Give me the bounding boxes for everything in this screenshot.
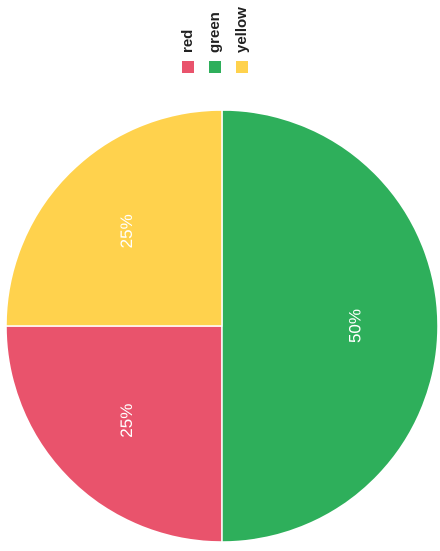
legend-label-yellow: yellow xyxy=(233,7,250,53)
slice-label-red: 25% xyxy=(117,404,136,438)
legend-swatch-red xyxy=(182,61,194,73)
legend-swatch-green xyxy=(209,61,221,73)
pie-slice-red xyxy=(5,325,223,543)
legend-label-red: red xyxy=(179,30,196,53)
slice-percent-labels: 25% 50% 25% xyxy=(117,214,365,437)
slice-label-green: 50% xyxy=(345,309,364,343)
pie-slice-yellow xyxy=(5,109,223,327)
pie-slices xyxy=(5,109,439,543)
pie-slice-green xyxy=(221,109,439,543)
legend-swatch-yellow xyxy=(236,61,248,73)
slice-label-yellow: 25% xyxy=(117,214,136,248)
legend-label-green: green xyxy=(206,12,223,53)
legend: red green yellow xyxy=(179,7,250,73)
